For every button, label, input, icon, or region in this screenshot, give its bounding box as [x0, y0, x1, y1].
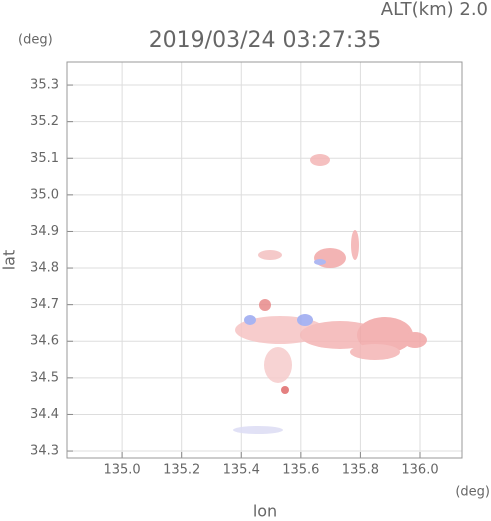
x-axis-label: lon	[253, 502, 277, 521]
y-tick-label: 35.1	[30, 151, 59, 166]
y-tick-label: 34.4	[30, 407, 59, 422]
y-tick-label: 34.5	[30, 370, 59, 385]
x-tick-label: 135.2	[163, 463, 200, 478]
x-tick-label: 135.6	[282, 463, 319, 478]
y-tick-label: 34.3	[30, 444, 59, 459]
y-tick-label: 35.3	[30, 78, 59, 93]
x-tick-label: 136.0	[401, 463, 438, 478]
x-tick-label: 135.0	[103, 463, 140, 478]
x-tick-label: 135.8	[342, 463, 379, 478]
x-tick-label: 135.4	[223, 463, 260, 478]
y-tick-label: 34.6	[30, 334, 59, 349]
altitude-label: ALT(km) 2.0	[381, 0, 488, 20]
y-tick-label: 35.2	[30, 114, 59, 129]
y-tick-label: 34.7	[30, 297, 59, 312]
echo-field	[233, 154, 427, 434]
chart-title: 2019/03/24 03:27:35	[149, 28, 382, 53]
x-unit: (deg)	[455, 485, 490, 500]
y-axis-label: lat	[0, 250, 19, 271]
plot-frame	[66, 61, 463, 459]
y-tick-label: 34.8	[30, 261, 59, 276]
y-unit: (deg)	[18, 33, 53, 48]
y-tick-label: 35.0	[30, 187, 59, 202]
y-tick-label: 34.9	[30, 224, 59, 239]
